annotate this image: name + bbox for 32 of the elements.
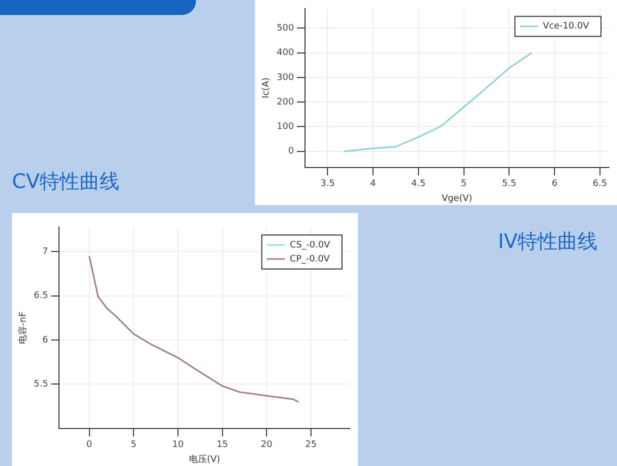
x-tick-label: 0	[86, 440, 92, 450]
y-tick-label: 5.5	[34, 380, 48, 390]
y-tick-label: 6.5	[34, 291, 48, 302]
text: IV特性曲线	[498, 228, 598, 255]
x-tick-label: 15	[216, 440, 228, 450]
x-tick-label: 6.5	[592, 179, 608, 190]
x-tick-label: 25	[305, 440, 317, 450]
x-tick-label: 6	[552, 179, 558, 190]
y-tick-label: 300	[276, 72, 294, 83]
legend-label: Vce-10.0V	[542, 22, 590, 32]
x-tick-label: 5	[460, 179, 467, 190]
x-tick-label: 5.5	[502, 179, 516, 190]
y-tick-label: 0	[288, 146, 294, 157]
x-axis-title: 电压(V)	[188, 454, 220, 465]
y-tick-label: 500	[276, 23, 294, 34]
y-tick-label: 7	[42, 247, 48, 258]
y-tick-label: 200	[276, 97, 294, 108]
x-axis-title: Vge(V)	[442, 194, 472, 204]
x-tick-label: 4.5	[411, 179, 426, 190]
legend-label: CS_-0.0V	[290, 240, 331, 250]
x-tick-label: 5	[130, 440, 136, 450]
y-axis-title: 电容-nF	[18, 312, 29, 344]
y-tick-label: 6	[42, 335, 48, 346]
x-tick-label: 20	[260, 440, 273, 450]
legend-label: CP_-0.0V	[290, 254, 331, 264]
y-tick-label: 400	[276, 48, 294, 58]
chart-title: CV特性曲线	[12, 168, 120, 195]
y-axis-title: Ic(A)	[262, 78, 272, 98]
y-tick-label: 100	[276, 122, 294, 132]
x-tick-label: 4	[370, 179, 376, 190]
x-tick-label: 3.5	[320, 179, 335, 190]
x-tick-label: 10	[172, 440, 184, 450]
